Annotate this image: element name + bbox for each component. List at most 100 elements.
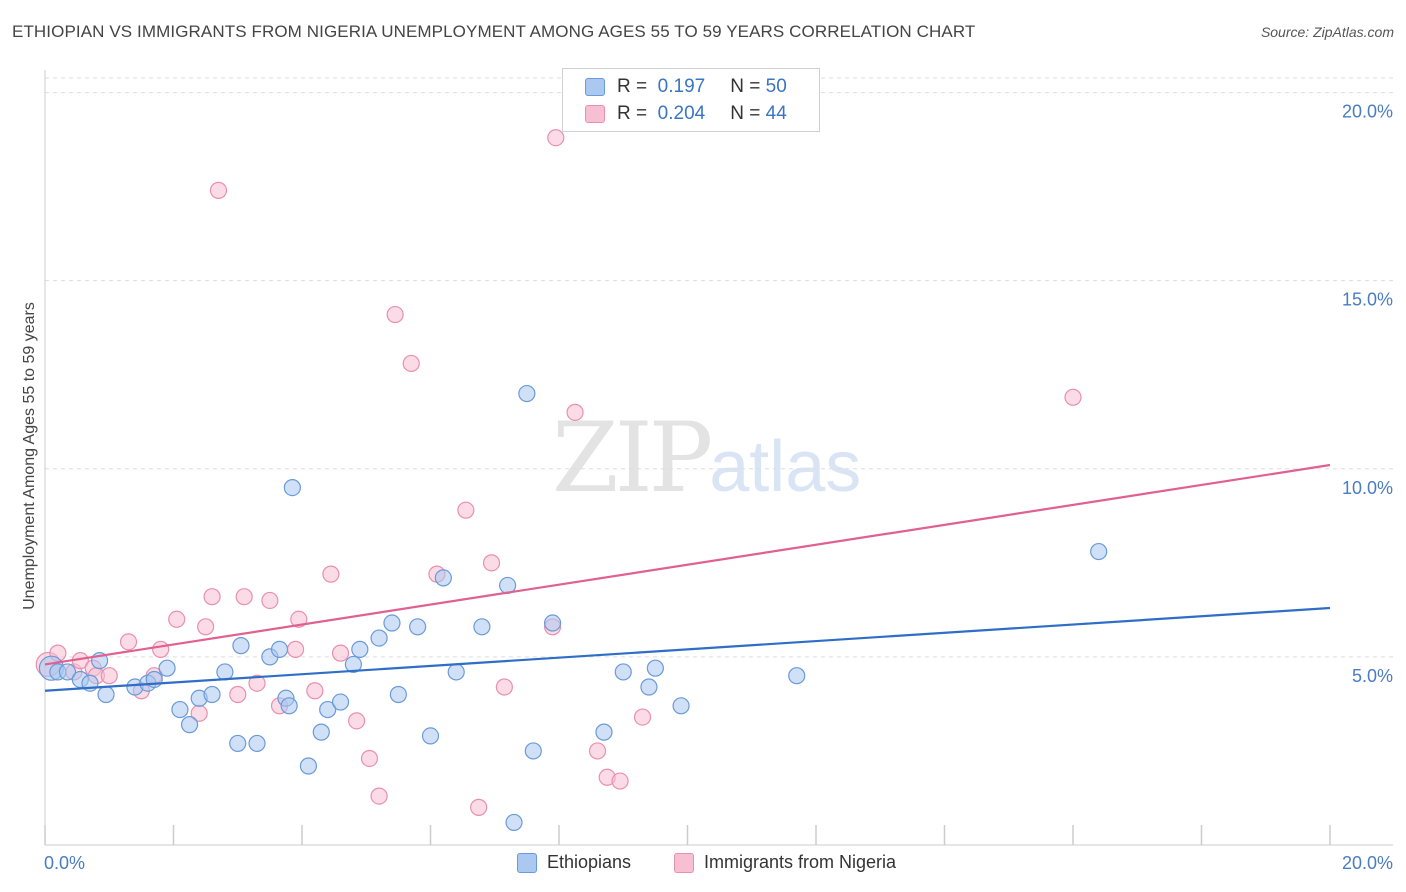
nigeria-point <box>482 554 501 572</box>
ethiopian-point <box>299 757 318 775</box>
x-tick-label: 0.0% <box>44 853 85 873</box>
nigeria-point <box>119 633 138 651</box>
nigeria-point <box>370 787 388 805</box>
series-legend: Ethiopians Immigrants from Nigeria <box>0 852 1406 878</box>
y-tick-label: 20.0% <box>1342 102 1393 122</box>
ethiopian-point <box>389 685 407 704</box>
legend-item-nigeria: Immigrants from Nigeria <box>674 852 896 873</box>
ethiopian-point <box>524 742 542 760</box>
nigeria-point <box>152 640 170 658</box>
ethiopian-point <box>614 663 632 681</box>
legend-item-ethiopians: Ethiopians <box>517 852 631 873</box>
nigeria-point <box>386 305 404 324</box>
ethiopian-point <box>180 716 199 734</box>
ethiopian-point <box>203 685 221 704</box>
ethiopian-point <box>473 618 491 636</box>
nigeria-point <box>348 712 366 730</box>
nigeria-point <box>611 772 629 790</box>
ethiopian-points <box>38 384 1108 832</box>
ethiopian-point <box>640 678 658 696</box>
nigeria-point <box>547 129 565 147</box>
nigeria-point <box>235 588 253 606</box>
nigeria-point <box>203 588 221 606</box>
legend-n-value: 50 <box>765 76 787 97</box>
ethiopian-point <box>312 723 330 741</box>
nigeria-point <box>457 501 475 519</box>
nigeria-point <box>248 674 266 692</box>
watermark-zip: ZIP <box>552 402 713 514</box>
source-label: Source: ZipAtlas.com <box>1260 24 1394 40</box>
grid-lines <box>45 77 1393 658</box>
ethiopian-point <box>409 618 427 636</box>
legend-swatch-nigeria <box>674 852 694 873</box>
ethiopian-point <box>270 640 289 658</box>
ethiopian-point <box>97 685 115 704</box>
watermark-atlas: atlas <box>709 427 862 507</box>
nigeria-point <box>286 640 305 658</box>
legend-row-ethiopians: R = 0.197 N = 50 <box>585 74 787 100</box>
trend-lines <box>44 463 1331 692</box>
x-tick-label: 20.0% <box>1342 853 1393 873</box>
legend-swatch-nigeria <box>585 105 605 123</box>
nigeria-point <box>495 678 513 696</box>
ethiopian-point <box>595 723 613 741</box>
ethiopian-point <box>447 663 465 681</box>
nigeria-point <box>209 181 228 199</box>
ethiopian-point <box>421 727 440 745</box>
legend-r-value: 0.204 <box>657 103 706 124</box>
nigeria-point <box>197 618 215 636</box>
legend-swatch-ethiopians <box>585 78 605 96</box>
nigeria-point <box>402 354 420 373</box>
y-tick-label: 10.0% <box>1342 478 1393 498</box>
legend-row-nigeria: R = 0.204 N = 44 <box>585 101 787 127</box>
ethiopian-point <box>216 663 234 681</box>
ethiopian-point <box>505 813 523 832</box>
y-tick-label: 15.0% <box>1342 290 1393 310</box>
ethiopian-point <box>171 700 189 719</box>
ethiopian-point <box>331 693 350 711</box>
ethiopian-point <box>434 569 452 587</box>
y-tick-label: 5.0% <box>1352 666 1393 686</box>
nigeria-point <box>168 610 186 628</box>
ethiopian-point <box>283 478 301 497</box>
ethiopian-trend-line <box>44 606 1331 692</box>
nigeria-point <box>229 685 247 704</box>
ethiopian-point <box>518 384 536 403</box>
ethiopian-point <box>58 663 77 681</box>
legend-label-ethiopians: Ethiopians <box>547 852 632 872</box>
legend-swatch-ethiopians <box>517 852 537 873</box>
nigeria-point <box>360 749 379 768</box>
ethiopian-point <box>383 614 401 632</box>
ethiopian-point <box>370 629 388 647</box>
nigeria-point <box>100 667 118 685</box>
ethiopian-point <box>229 734 247 753</box>
nigeria-point <box>331 644 350 662</box>
ethiopian-point <box>543 614 562 632</box>
nigeria-point <box>633 708 652 726</box>
ethiopian-point <box>344 655 362 674</box>
ethiopian-point <box>1090 542 1108 561</box>
nigeria-points <box>35 129 1082 816</box>
nigeria-point <box>261 591 279 610</box>
ethiopian-point <box>788 667 806 685</box>
nigeria-point <box>322 565 340 583</box>
y-tick-labels: 5.0% 10.0% 15.0% 20.0% <box>1342 102 1393 686</box>
correlation-legend: R = 0.197 N = 50 R = 0.204 N = 44 <box>562 68 820 132</box>
x-tick-labels: 0.0% 20.0% <box>44 853 1393 873</box>
ethiopian-point <box>646 659 664 677</box>
legend-label-nigeria: Immigrants from Nigeria <box>704 852 897 872</box>
legend-r-label: R = <box>617 103 648 124</box>
legend-n-value: 44 <box>765 103 787 124</box>
legend-r-value: 0.197 <box>657 76 706 97</box>
nigeria-trend-line <box>44 463 1331 666</box>
legend-n-label: N = <box>730 103 761 124</box>
nigeria-point <box>290 610 308 628</box>
ethiopian-point <box>232 637 250 655</box>
nigeria-point <box>566 403 584 421</box>
ethiopian-point <box>158 659 176 677</box>
chart-title: ETHIOPIAN VS IMMIGRANTS FROM NIGERIA UNE… <box>12 22 976 41</box>
nigeria-point <box>1064 388 1082 406</box>
ethiopian-point <box>351 640 369 658</box>
nigeria-point <box>588 742 607 760</box>
